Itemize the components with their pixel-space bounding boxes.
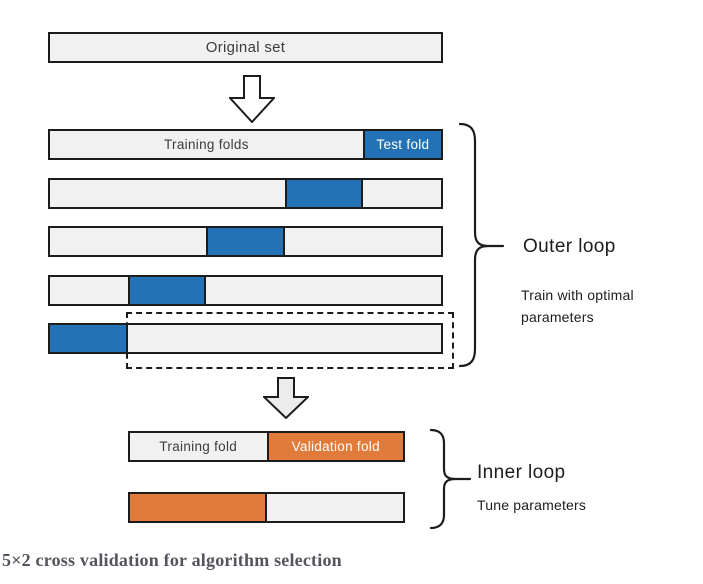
validation-fold-segment [130,494,267,521]
test-fold-segment [284,179,363,207]
down-arrow-icon [263,377,309,419]
validation-fold-segment: Validation fold [266,433,403,460]
outer-fold-row [48,177,443,209]
outer-loop-brace [458,122,505,368]
training-fold-label: Training fold [159,439,238,454]
test-fold-label: Test fold [376,137,430,152]
outer-fold-row [48,226,443,257]
test-fold-segment: Test fold [362,131,441,158]
down-arrow-icon [229,75,275,123]
inner-loop-rows: Training fold Validation fold [128,431,405,524]
outer-fold-row [48,323,443,354]
outer-loop-label: Outer loop [523,236,616,257]
selected-fold-dashed-outline [126,312,454,369]
inner-loop-label: Inner loop [477,462,566,483]
inner-loop-brace [429,428,472,530]
test-fold-segment [50,325,129,352]
inner-fold-row [128,492,405,523]
test-fold-segment [128,276,207,304]
original-set-label: Original set [205,39,286,56]
inner-fold-row: Training fold Validation fold [128,431,405,462]
outer-loop-sublabel: Train with optimal parameters [521,287,634,325]
inner-loop-sublabel: Tune parameters [477,497,587,513]
outer-fold-row [48,274,443,306]
validation-fold-label: Validation fold [291,439,380,454]
outer-fold-row: Training folds Test fold [48,129,443,160]
training-folds-label: Training folds [164,137,249,152]
outer-loop-rows: Training folds Test fold [48,129,443,355]
original-set-box: Original set [48,32,443,63]
figure-caption: 5×2 cross validation for algorithm selec… [2,550,342,570]
test-fold-segment [206,228,285,255]
